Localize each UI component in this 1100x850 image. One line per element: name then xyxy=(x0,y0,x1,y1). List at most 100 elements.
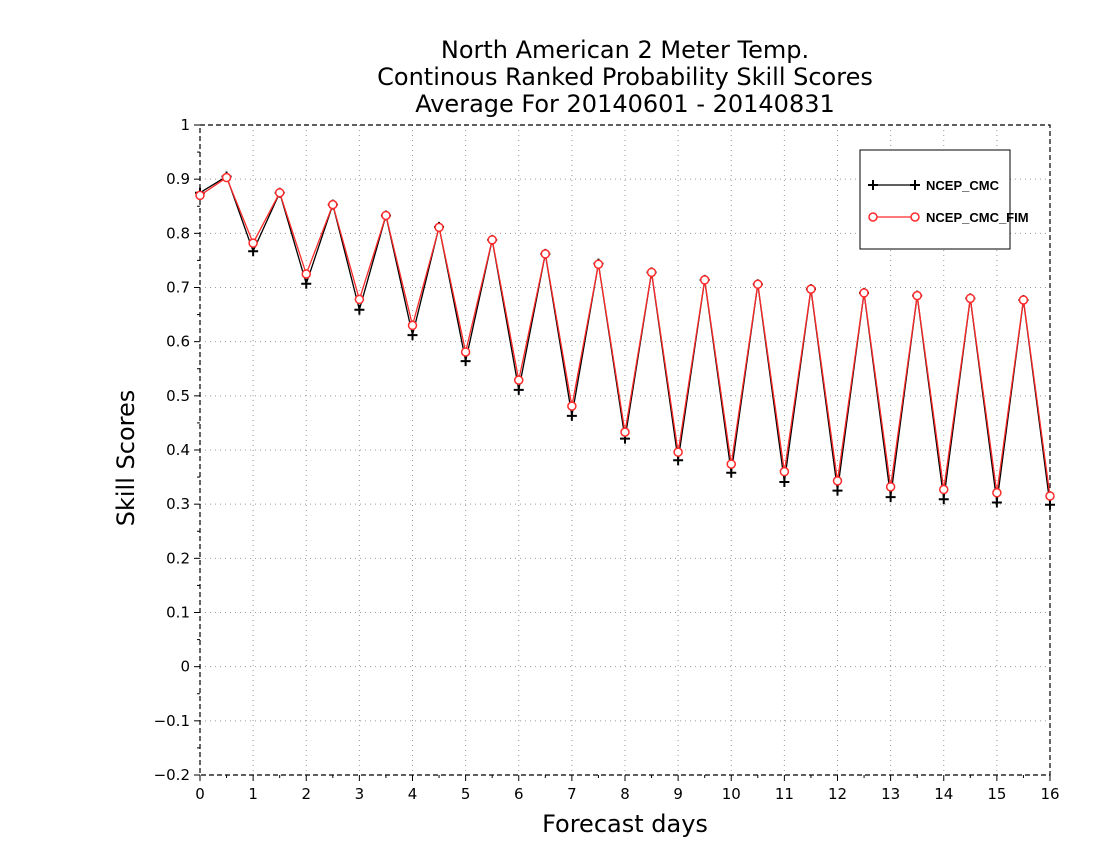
data-point-circle xyxy=(1045,491,1055,501)
data-point-circle xyxy=(965,293,976,304)
y-tick-label: 1 xyxy=(180,116,190,134)
y-tick-label: 0.9 xyxy=(166,170,190,188)
data-point-circle xyxy=(354,294,365,305)
data-point-plus xyxy=(910,180,920,190)
x-tick-label: 12 xyxy=(828,785,847,803)
data-point-circle xyxy=(434,222,444,233)
data-point-circle xyxy=(274,187,285,198)
data-point-circle xyxy=(328,199,338,210)
y-tick-label: 0.5 xyxy=(166,387,190,405)
data-point-circle xyxy=(832,476,843,486)
x-tick-label: 5 xyxy=(461,785,471,803)
y-axis-ticks: −0.2 −0.1 0 0.1 0.2 0.3 0.4 0.5 0.6 0.7 0.8 0.9 1 xyxy=(154,116,200,784)
x-tick-label: 15 xyxy=(987,785,1006,803)
grid xyxy=(200,125,1050,775)
y-tick-label: −0.1 xyxy=(154,712,190,730)
x-tick-label: 14 xyxy=(934,785,953,803)
data-point-circle xyxy=(699,275,710,285)
title-line: Average For 20140601 - 20140831 xyxy=(415,90,835,118)
data-point-circle xyxy=(195,190,205,201)
data-point-plus xyxy=(301,278,312,289)
data-point-plus xyxy=(868,180,878,190)
data-point-circle xyxy=(912,290,922,301)
data-point-circle xyxy=(673,447,683,457)
x-axis-label: Forecast days xyxy=(542,810,708,838)
data-point-circle xyxy=(726,459,736,469)
data-point-circle xyxy=(460,347,471,357)
data-point-circle xyxy=(939,484,949,495)
data-point-circle xyxy=(487,235,497,245)
y-axis-label: Skill Scores xyxy=(112,390,140,527)
data-point-circle xyxy=(859,288,869,298)
y-tick-label: 0.2 xyxy=(166,549,190,567)
data-point-plus xyxy=(991,497,1002,508)
x-tick-label: 13 xyxy=(881,785,900,803)
data-point-circle xyxy=(806,284,816,294)
data-point-circle xyxy=(1018,295,1029,305)
data-point-circle xyxy=(301,269,311,279)
data-point-plus xyxy=(354,304,365,315)
x-tick-label: 8 xyxy=(620,785,630,803)
series xyxy=(195,171,1055,510)
data-point-circle xyxy=(753,279,763,289)
x-tick-label: 7 xyxy=(567,785,577,803)
x-tick-label: 1 xyxy=(248,785,258,803)
data-point-plus xyxy=(673,455,684,466)
data-point-plus xyxy=(726,467,737,478)
series-ncep-cmc-fim xyxy=(195,172,1055,501)
data-point-circle xyxy=(567,401,577,411)
data-point-plus xyxy=(1045,499,1055,510)
data-point-circle xyxy=(885,482,896,492)
x-tick-label: 4 xyxy=(408,785,418,803)
data-point-plus xyxy=(566,410,577,421)
data-point-circle xyxy=(910,212,920,222)
x-axis-ticks: 0 1 2 3 4 5 6 7 8 9 10 11 12 13 14 15 16 xyxy=(195,775,1060,803)
data-point-plus xyxy=(885,492,896,503)
data-point-circle xyxy=(868,212,878,222)
y-tick-label: 0 xyxy=(180,658,190,676)
title-line: North American 2 Meter Temp. xyxy=(441,36,809,64)
data-point-circle xyxy=(620,427,630,437)
y-tick-label: −0.2 xyxy=(154,766,190,784)
data-point-circle xyxy=(381,210,391,221)
x-tick-label: 9 xyxy=(673,785,683,803)
x-tick-label: 3 xyxy=(355,785,365,803)
legend-box xyxy=(859,149,1011,250)
data-point-circle xyxy=(779,466,790,477)
title-line: Continous Ranked Probability Skill Score… xyxy=(377,63,873,91)
data-point-plus xyxy=(832,485,843,496)
y-tick-label: 0.7 xyxy=(166,279,190,297)
legend: NCEP_CMC NCEP_CMC_FIM xyxy=(859,149,1029,250)
data-point-plus xyxy=(248,246,259,257)
legend-label: NCEP_CMC xyxy=(926,178,1000,193)
y-tick-label: 0.3 xyxy=(166,495,190,513)
x-tick-label: 2 xyxy=(301,785,311,803)
data-point-plus xyxy=(460,356,471,367)
legend-item: NCEP_CMC xyxy=(868,178,1000,193)
x-tick-label: 6 xyxy=(514,785,524,803)
x-tick-label: 0 xyxy=(195,785,205,803)
data-point-plus xyxy=(513,384,524,395)
data-point-circle xyxy=(992,488,1002,498)
data-point-plus xyxy=(938,494,949,505)
y-tick-label: 0.8 xyxy=(166,224,190,242)
legend-label: NCEP_CMC_FIM xyxy=(926,210,1029,225)
data-point-circle xyxy=(646,267,657,278)
data-point-plus xyxy=(407,330,418,341)
data-point-circle xyxy=(221,172,232,183)
x-tick-label: 11 xyxy=(775,785,794,803)
x-tick-label: 16 xyxy=(1040,785,1059,803)
data-point-circle xyxy=(248,238,258,248)
y-tick-label: 0.4 xyxy=(166,441,190,459)
chart-title: North American 2 Meter Temp.Continous Ra… xyxy=(377,36,873,118)
legend-item: NCEP_CMC_FIM xyxy=(868,210,1029,225)
data-point-plus xyxy=(779,476,790,487)
y-tick-label: 0.6 xyxy=(166,333,190,351)
data-point-circle xyxy=(540,249,551,259)
y-tick-label: 0.1 xyxy=(166,604,190,622)
x-tick-label: 10 xyxy=(722,785,741,803)
data-point-circle xyxy=(514,375,524,385)
data-point-circle xyxy=(593,259,604,269)
data-point-circle xyxy=(407,320,418,331)
